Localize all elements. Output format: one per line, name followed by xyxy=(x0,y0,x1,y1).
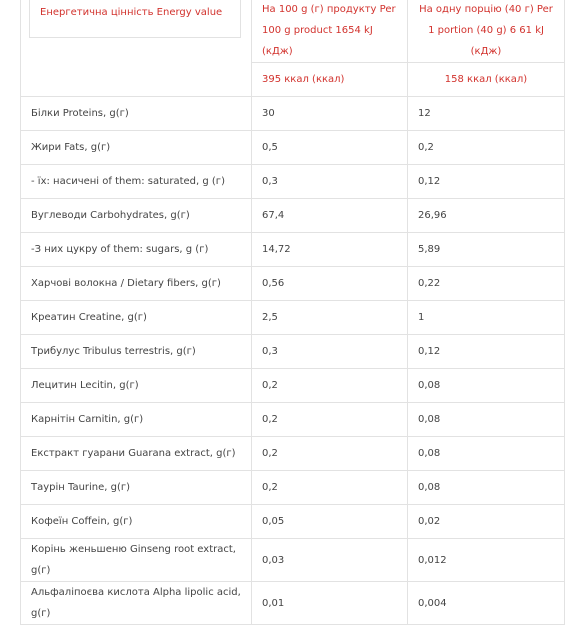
per100-label: На 100 g (г) продукту Per 100 g product … xyxy=(251,0,408,63)
per100-value: 0,3 xyxy=(251,164,408,199)
per-serving-label: На одну порцію (40 г) Per 1 portion (40 … xyxy=(407,0,565,63)
nutrient-name: Корінь женьшеню Ginseng root extract, g(… xyxy=(20,538,252,582)
nutrient-row: Креатин Creatine, g(г) 2,5 1 xyxy=(20,300,565,335)
per-serving-value: 0,22 xyxy=(407,266,565,301)
per-serving-value: 0,004 xyxy=(407,581,565,625)
per100-value: 0,5 xyxy=(251,130,408,165)
nutrient-name: Карнітін Carnitin, g(г) xyxy=(20,402,252,437)
per-serving-value: 0,08 xyxy=(407,402,565,437)
nutrition-table-wrap: Енергетична цінність Energy value На 100… xyxy=(20,0,565,625)
nutrient-row: Альфаліпоєва кислота Alpha lipolic acid,… xyxy=(20,581,565,625)
per100-value: 0,2 xyxy=(251,470,408,505)
per-serving-value: 0,08 xyxy=(407,368,565,403)
nutrient-name: Екстракт гуарани Guarana extract, g(г) xyxy=(20,436,252,471)
nutrient-row: -З них цукру of them: sugars, g (г) 14,72… xyxy=(20,232,565,267)
per100-value: 30 xyxy=(251,96,408,131)
per-serving-value: 5,89 xyxy=(407,232,565,267)
nutrient-row: Екстракт гуарани Guarana extract, g(г) 0,… xyxy=(20,436,565,471)
nutrient-name: Креатин Creatine, g(г) xyxy=(20,300,252,335)
nutrient-name: Харчові волокна / Dietary fibers, g(г) xyxy=(20,266,252,301)
nutrient-name: Вуглеводи Carbohydrates, g(г) xyxy=(20,198,252,233)
nutrient-row: Лецитин Lecitin, g(г) 0,2 0,08 xyxy=(20,368,565,403)
per-serving-value: 12 xyxy=(407,96,565,131)
per-serving-value: 0,02 xyxy=(407,504,565,539)
per-serving-value: 0,12 xyxy=(407,334,565,369)
nutrient-row: Трибулус Tribulus terrestris, g(г) 0,3 0,1… xyxy=(20,334,565,369)
nutrient-row: Білки Proteins, g(г) 30 12 xyxy=(20,96,565,131)
per-serving-value: 0,08 xyxy=(407,436,565,471)
nutrient-name: - їх: насичені of them: saturated, g (г) xyxy=(20,164,252,199)
nutrient-row: Корінь женьшеню Ginseng root extract, g(… xyxy=(20,538,565,582)
header-cell: Енергетична цінність Energy value xyxy=(20,0,252,97)
nutrient-row: Жири Fats, g(г) 0,5 0,2 xyxy=(20,130,565,165)
per100-value: 14,72 xyxy=(251,232,408,267)
nutrient-name: Кофеїн Coffein, g(г) xyxy=(20,504,252,539)
per100-value: 0,3 xyxy=(251,334,408,369)
nutrient-row: Харчові волокна / Dietary fibers, g(г) 0,… xyxy=(20,266,565,301)
per-serving-value: 0,012 xyxy=(407,538,565,582)
per-serving-value: 0,2 xyxy=(407,130,565,165)
per-serving-value: 26,96 xyxy=(407,198,565,233)
per100-value: 67,4 xyxy=(251,198,408,233)
energy-label: Енергетична цінність Energy value xyxy=(29,0,241,38)
page: Енергетична цінність Energy value На 100… xyxy=(20,0,565,625)
nutrient-name: Альфаліпоєва кислота Alpha lipolic acid,… xyxy=(20,581,252,625)
per100-kcal: 395 ккал (ккал) xyxy=(251,62,408,97)
per100-value: 0,01 xyxy=(251,581,408,625)
nutrition-table: Енергетична цінність Energy value На 100… xyxy=(20,0,565,625)
nutrient-name: Лецитин Lecitin, g(г) xyxy=(20,368,252,403)
per100-value: 0,03 xyxy=(251,538,408,582)
per100-value: 0,2 xyxy=(251,436,408,471)
nutrient-row: Кофеїн Coffein, g(г) 0,05 0,02 xyxy=(20,504,565,539)
nutrient-name: Жири Fats, g(г) xyxy=(20,130,252,165)
nutrient-row: Таурін Taurine, g(г) 0,2 0,08 xyxy=(20,470,565,505)
per100-value: 0,2 xyxy=(251,402,408,437)
nutrient-name: -З них цукру of them: sugars, g (г) xyxy=(20,232,252,267)
per-serving-kcal: 158 ккал (ккал) xyxy=(407,62,565,97)
per100-value: 0,2 xyxy=(251,368,408,403)
per-serving-value: 0,12 xyxy=(407,164,565,199)
nutrient-row: Вуглеводи Carbohydrates, g(г) 67,4 26,96 xyxy=(20,198,565,233)
header-row: Енергетична цінність Energy value На 100… xyxy=(20,0,565,97)
nutrient-name: Білки Proteins, g(г) xyxy=(20,96,252,131)
table-body: Енергетична цінність Energy value На 100… xyxy=(20,0,565,625)
per-serving-value: 1 xyxy=(407,300,565,335)
per100-value: 0,56 xyxy=(251,266,408,301)
nutrient-name: Таурін Taurine, g(г) xyxy=(20,470,252,505)
nutrient-row: - їх: насичені of them: saturated, g (г)… xyxy=(20,164,565,199)
per-serving-value: 0,08 xyxy=(407,470,565,505)
per100-value: 2,5 xyxy=(251,300,408,335)
nutrient-row: Карнітін Carnitin, g(г) 0,2 0,08 xyxy=(20,402,565,437)
nutrient-name: Трибулус Tribulus terrestris, g(г) xyxy=(20,334,252,369)
per100-value: 0,05 xyxy=(251,504,408,539)
